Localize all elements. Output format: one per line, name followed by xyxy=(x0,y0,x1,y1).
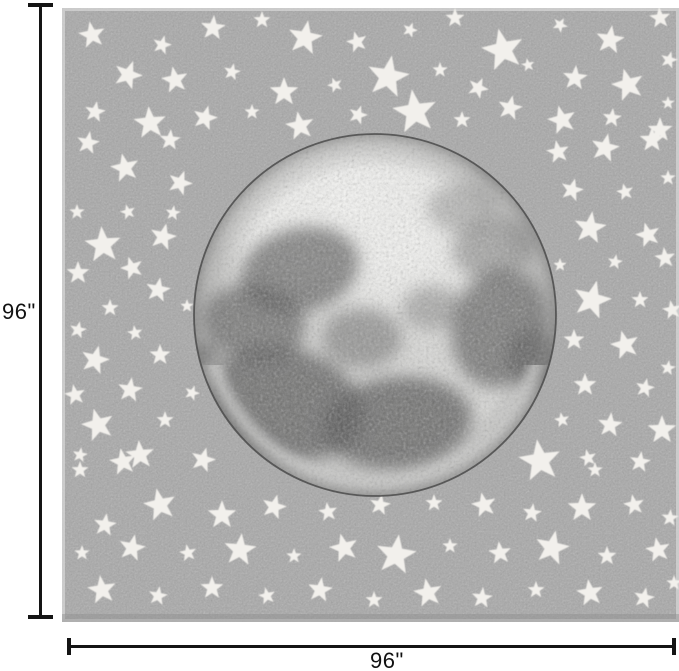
rug-image xyxy=(62,8,679,622)
moon-graphic xyxy=(193,133,557,497)
height-dimension-bottom-cap xyxy=(28,615,53,619)
rug-bottom-shade xyxy=(62,614,679,622)
width-dimension-line xyxy=(67,638,676,655)
height-dimension-top-cap xyxy=(28,3,53,7)
width-dimension-label: 96" xyxy=(370,648,404,671)
moon-rim-shade xyxy=(194,134,556,496)
height-dimension-label: 96" xyxy=(2,299,36,324)
moon-outline xyxy=(193,133,557,497)
height-dimension-line xyxy=(28,3,53,619)
rug-artwork xyxy=(62,8,679,622)
width-dimension-left-cap xyxy=(67,638,71,655)
width-dimension-right-cap xyxy=(672,638,676,655)
